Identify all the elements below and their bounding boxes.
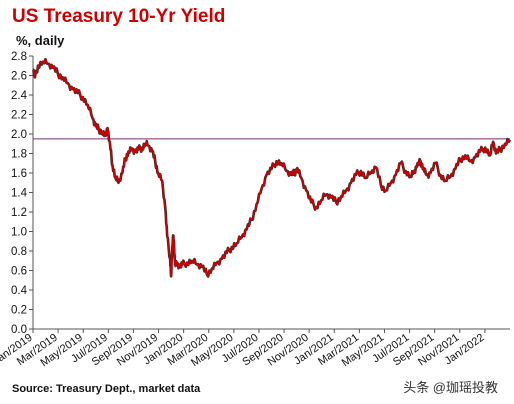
- y-tick-label: 2.0: [11, 129, 27, 141]
- chart-title: US Treasury 10-Yr Yield: [12, 6, 226, 27]
- y-tick-label: 1.6: [11, 168, 27, 180]
- y-tick-label: 2.4: [11, 90, 28, 102]
- y-tick-label: 2.8: [11, 51, 27, 63]
- source-note: Source: Treasury Dept., market data: [12, 383, 201, 395]
- y-tick-label: 2.2: [11, 110, 27, 122]
- y-tick-label: 1.4: [11, 188, 28, 200]
- series-line: [32, 58, 511, 278]
- y-tick-label: 1.8: [11, 149, 27, 161]
- y-axis-label: %, daily: [16, 33, 65, 48]
- y-tick-label: 0.0: [11, 324, 27, 336]
- y-tick-label: 0.2: [11, 305, 27, 317]
- y-tick-label: 1.2: [11, 207, 27, 219]
- y-tick-label: 0.6: [11, 266, 27, 278]
- y-tick-label: 0.4: [11, 285, 28, 297]
- y-tick-label: 0.8: [11, 246, 27, 258]
- watermark: 头条 @珈瑶投教: [399, 376, 502, 397]
- y-tick-label: 1.0: [11, 227, 27, 239]
- y-tick-label: 2.6: [11, 71, 27, 83]
